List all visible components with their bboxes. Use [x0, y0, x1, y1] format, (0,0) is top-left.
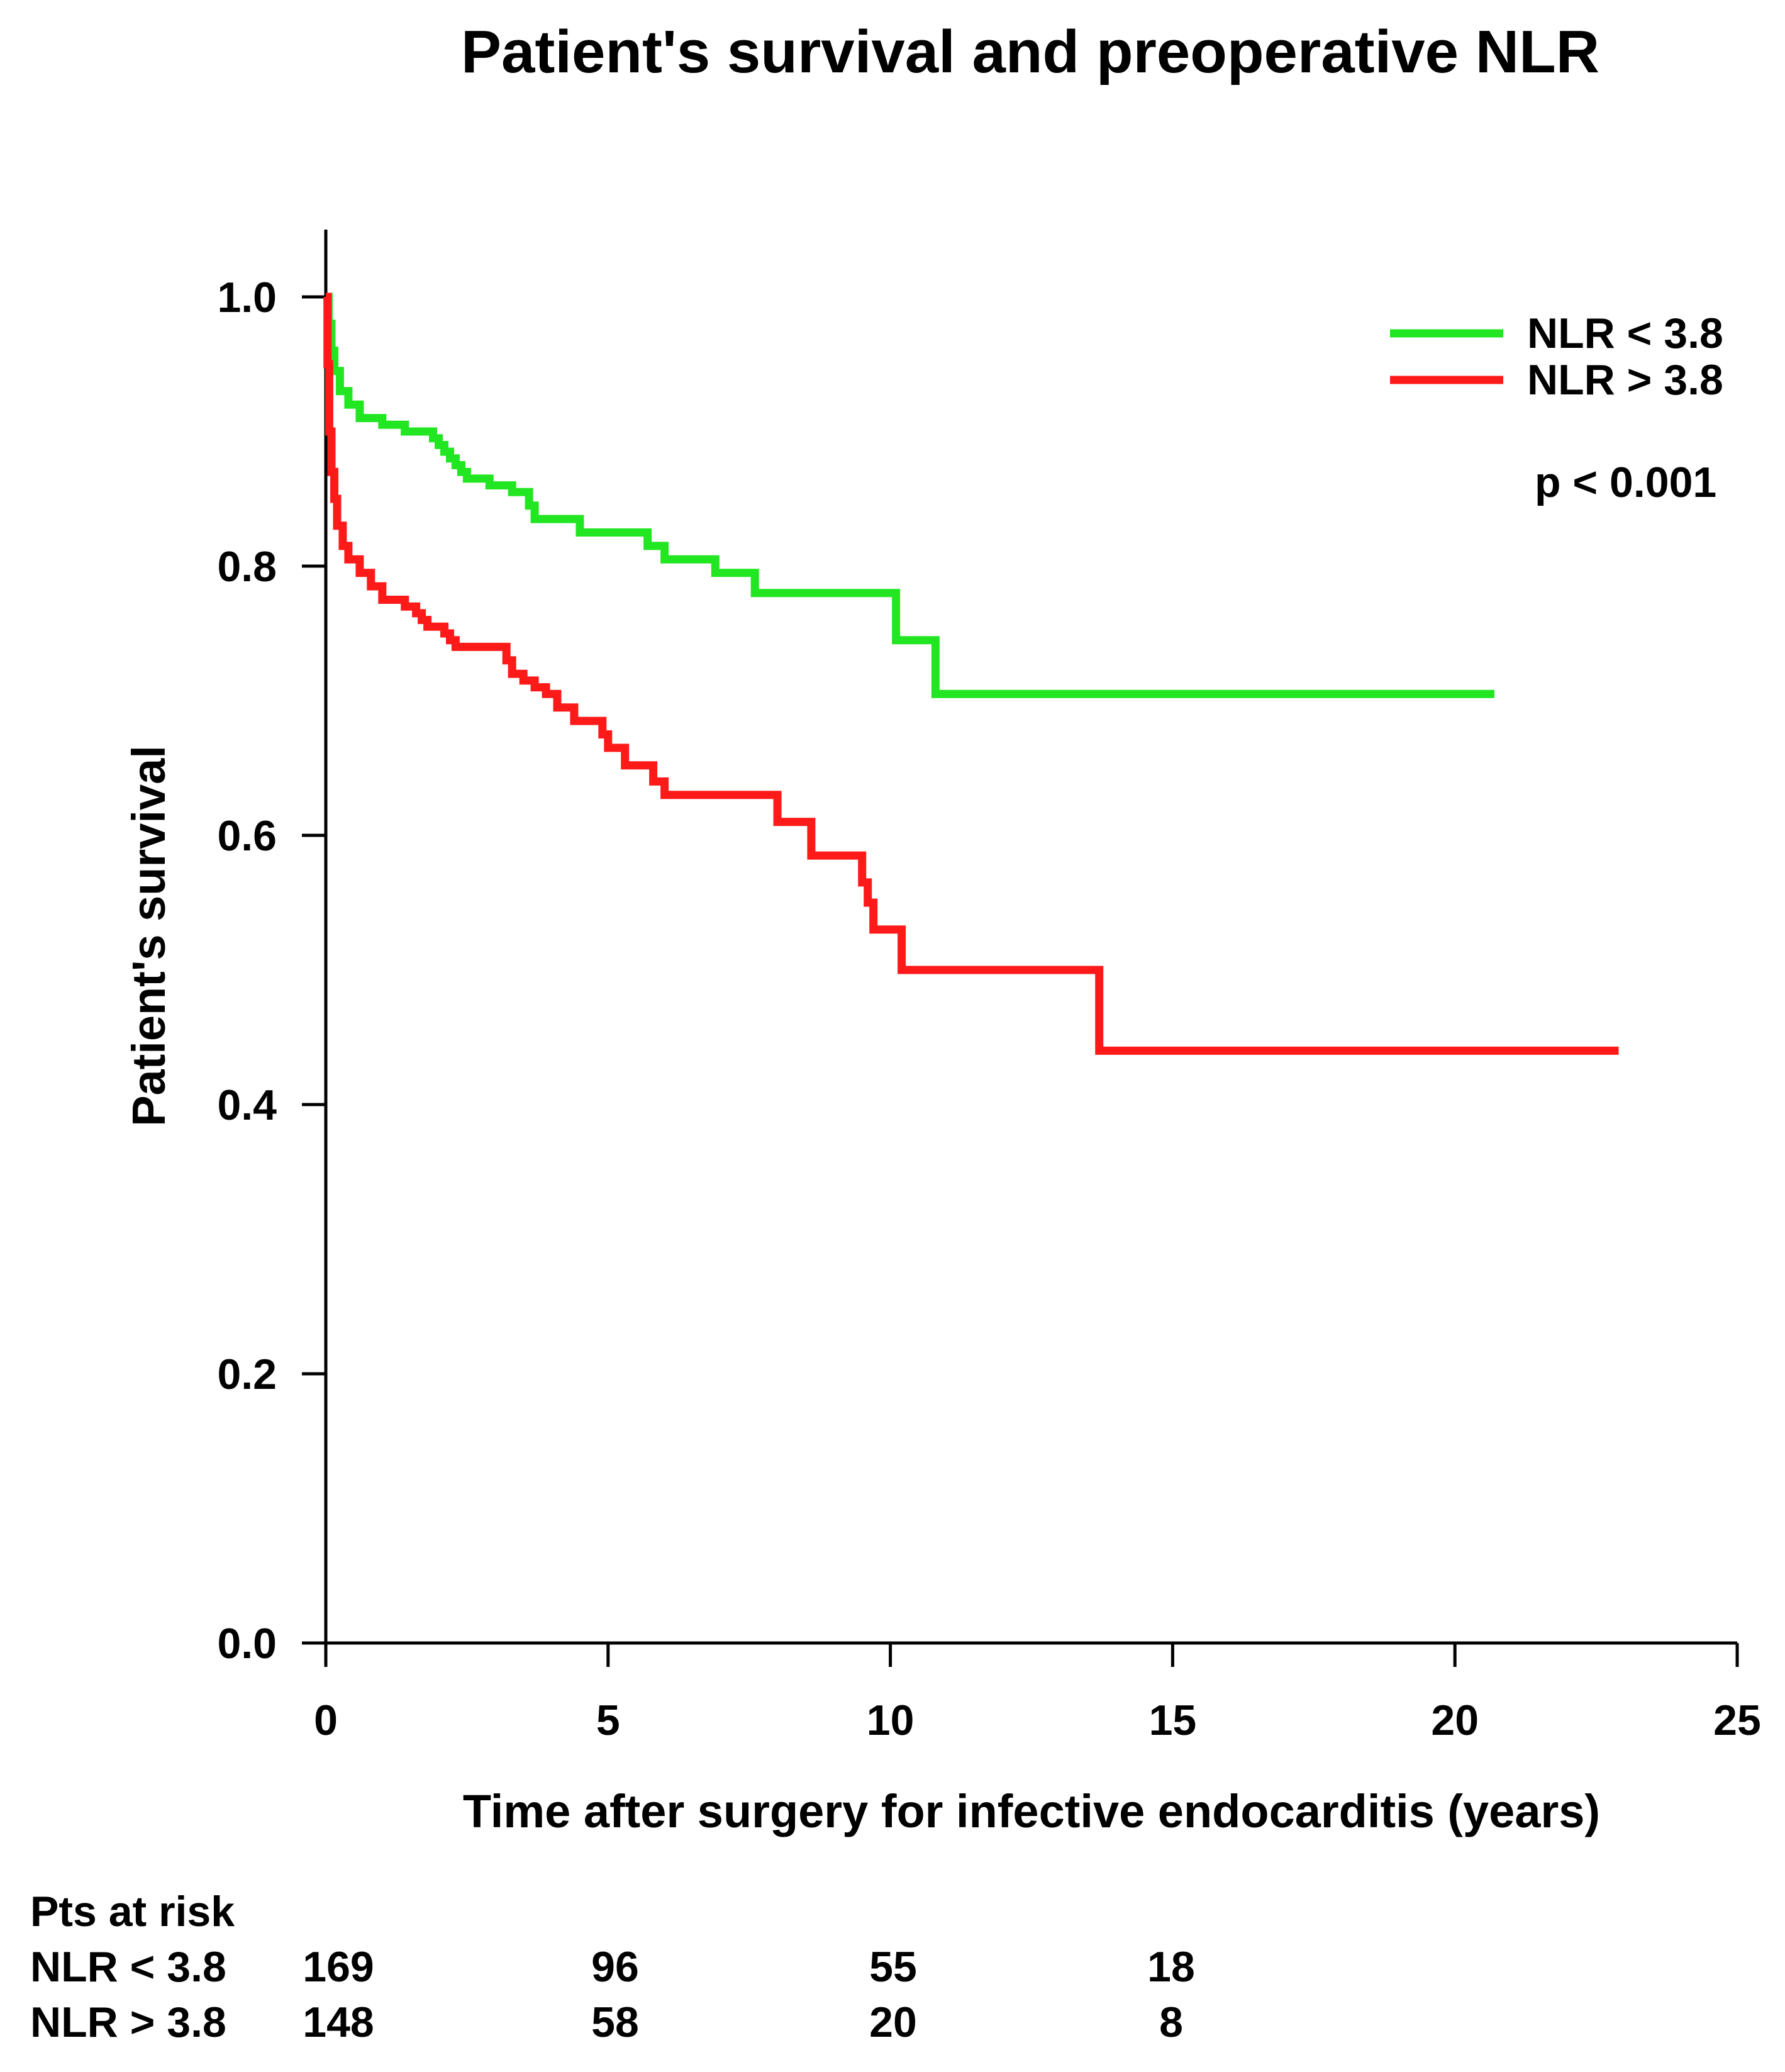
x-tick-label: 25: [1713, 1696, 1761, 1744]
risk-value: 96: [591, 1943, 639, 1991]
y-tick-label: 0.2: [217, 1351, 277, 1398]
y-tick-label: 0.4: [217, 1081, 277, 1129]
survival-curves: [323, 292, 1619, 1055]
risk-value: 20: [869, 1998, 917, 2046]
survival-curve-nlr-high: [323, 292, 1619, 1055]
y-tick-label: 1.0: [217, 274, 277, 321]
x-tick-label: 20: [1431, 1696, 1479, 1744]
y-tick-label: 0.8: [217, 543, 277, 591]
risk-table: Pts at risk NLR < 3.8 NLR > 3.8 169 96 5…: [30, 1888, 1195, 2046]
risk-value: 8: [1159, 1998, 1183, 2046]
x-tick-label: 0: [314, 1696, 338, 1744]
survival-curve-nlr-low: [325, 292, 1494, 698]
risk-value: 148: [303, 1998, 374, 2046]
y-tick-label: 0.6: [217, 812, 277, 860]
y-tick-label: 0.0: [217, 1620, 277, 1668]
x-axis-title: Time after surgery for infective endocar…: [463, 1785, 1600, 1837]
x-tick-label: 10: [867, 1696, 915, 1744]
risk-table-heading: Pts at risk: [30, 1888, 235, 1936]
risk-value: 18: [1147, 1943, 1195, 1991]
x-ticks: 0 5 10 15 20 25: [314, 1643, 1761, 1744]
risk-row-label-nlr-high: NLR > 3.8: [30, 1998, 226, 2046]
legend-label-nlr-high: NLR > 3.8: [1527, 356, 1723, 404]
risk-value: 55: [869, 1943, 917, 1991]
p-value-annotation: p < 0.001: [1535, 459, 1716, 506]
x-tick-label: 5: [596, 1696, 620, 1744]
risk-value: 58: [591, 1998, 639, 2046]
axes: [324, 230, 1737, 1645]
legend-label-nlr-low: NLR < 3.8: [1527, 309, 1723, 357]
x-tick-label: 15: [1149, 1696, 1197, 1744]
chart-title: Patient's survival and preoperative NLR: [461, 18, 1599, 86]
risk-value: 169: [303, 1943, 374, 1991]
y-axis-title: Patient's survival: [123, 745, 175, 1127]
legend: NLR < 3.8 NLR > 3.8: [1390, 309, 1723, 404]
risk-row-label-nlr-low: NLR < 3.8: [30, 1943, 226, 1991]
y-ticks: 0.0 0.2 0.4 0.6 0.8 1.0: [217, 274, 326, 1668]
